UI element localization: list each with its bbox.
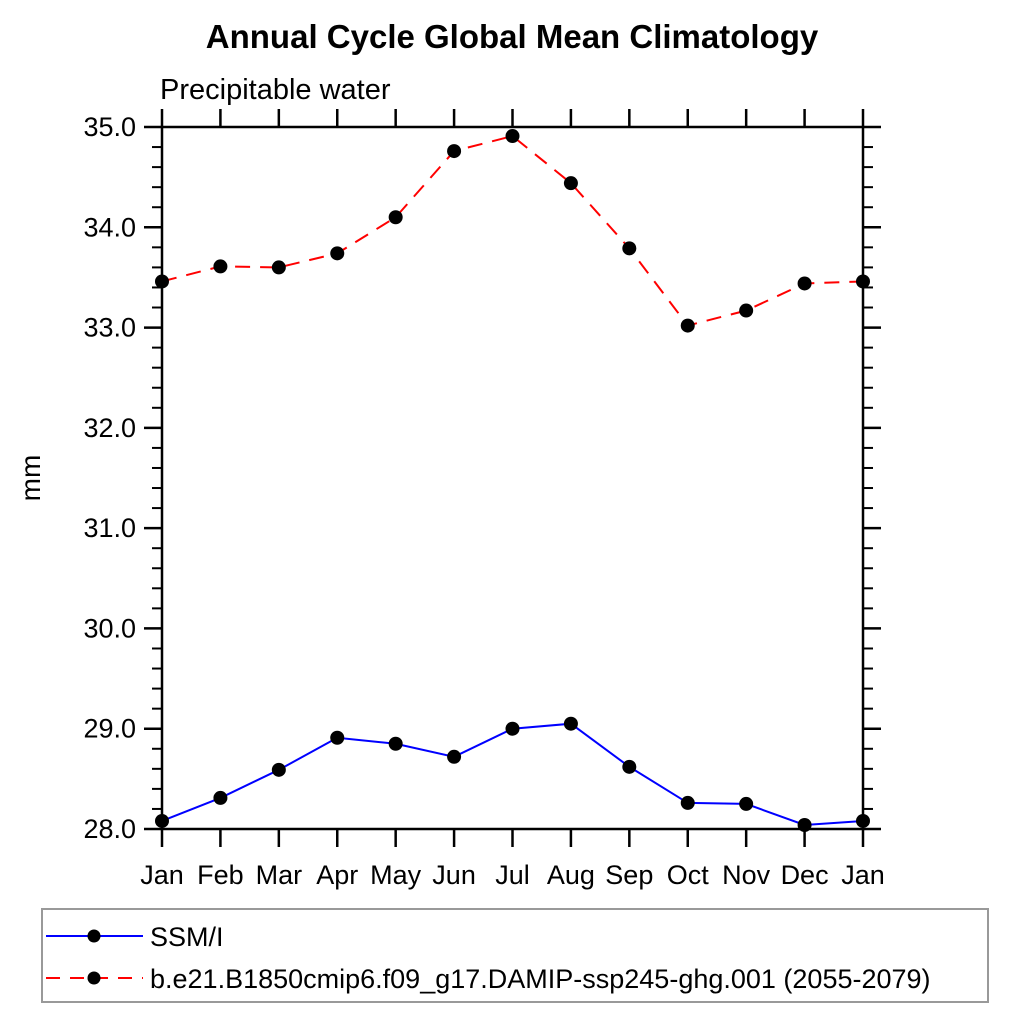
data-point-marker — [330, 246, 345, 261]
data-point-marker — [563, 176, 578, 191]
plot-series — [155, 129, 870, 832]
x-tick-label: Mar — [256, 860, 303, 890]
data-point-marker — [739, 796, 754, 811]
x-axis-ticks — [160, 109, 865, 847]
data-point-marker — [856, 813, 870, 828]
y-axis-tick-labels: 28.0 29.0 30.0 31.0 32.0 33.0 34.0 35.0 — [83, 112, 136, 844]
data-point-marker — [563, 716, 578, 731]
data-point-marker — [447, 749, 462, 764]
data-point-marker — [388, 210, 403, 225]
legend: SSM/I b.e21.B1850cmip6.f09_g17.DAMIP-ssp… — [41, 908, 989, 1003]
x-tick-label: Jan — [841, 860, 885, 890]
legend-keys — [46, 929, 143, 985]
x-tick-label: May — [370, 860, 422, 890]
series-ssmi-line — [161, 722, 864, 827]
data-point-marker — [680, 795, 695, 810]
y-tick-label: 31.0 — [83, 513, 136, 543]
chart-subtitle: Precipitable water — [160, 74, 391, 106]
x-tick-label: Dec — [781, 860, 829, 890]
legend-box — [41, 908, 989, 1003]
x-axis-tick-labels: Jan Feb Mar Apr May Jun Jul Aug Sep Oct Nov Dec Jan — [140, 860, 885, 890]
data-point-marker — [388, 736, 403, 751]
data-point-marker — [622, 241, 637, 256]
x-tick-label: Aug — [547, 860, 595, 890]
y-tick-label: 35.0 — [83, 112, 136, 142]
data-point-marker — [213, 790, 228, 805]
data-point-marker — [447, 144, 462, 159]
legend-item-ssmi-label: SSM/I — [150, 922, 224, 952]
x-tick-label: Jul — [495, 860, 530, 890]
data-point-marker — [505, 721, 520, 736]
data-point-marker — [155, 813, 169, 828]
data-point-marker — [797, 817, 812, 832]
y-tick-label: 29.0 — [83, 714, 136, 744]
data-point-marker — [739, 303, 754, 318]
axis-frame — [160, 125, 865, 831]
y-tick-label: 33.0 — [83, 313, 136, 343]
data-point-marker — [271, 260, 286, 275]
series-ssmi — [155, 716, 870, 832]
x-tick-label: Sep — [605, 860, 653, 890]
x-tick-label: Oct — [667, 860, 710, 890]
data-point-marker — [856, 274, 870, 289]
x-tick-label: Jan — [140, 860, 184, 890]
y-tick-label: 30.0 — [83, 613, 136, 643]
data-point-marker — [155, 274, 169, 289]
y-tick-label: 32.0 — [83, 413, 136, 443]
plot-frame — [160, 125, 865, 831]
series-model — [155, 129, 870, 333]
series-model-line — [161, 134, 864, 327]
legend-item-model-label: b.e21.B1850cmip6.f09_g17.DAMIP-ssp245-gh… — [150, 964, 931, 994]
data-point-marker — [213, 259, 228, 274]
chart-title: Annual Cycle Global Mean Climatology — [206, 18, 819, 55]
x-tick-label: Feb — [197, 860, 244, 890]
x-tick-label: Nov — [722, 860, 771, 890]
y-axis-label: mm — [15, 455, 46, 502]
data-point-marker — [330, 730, 345, 745]
data-point-marker — [271, 762, 286, 777]
x-tick-label: Jun — [432, 860, 476, 890]
y-tick-label: 28.0 — [83, 814, 136, 844]
legend-key-marker — [87, 971, 101, 985]
data-point-marker — [505, 129, 520, 144]
y-tick-label: 34.0 — [83, 212, 136, 242]
data-point-marker — [622, 759, 637, 774]
data-point-marker — [797, 276, 812, 291]
x-tick-label: Apr — [316, 860, 358, 890]
legend-key-marker — [87, 929, 101, 943]
data-point-marker — [680, 318, 695, 333]
y-axis-ticks — [144, 125, 881, 831]
